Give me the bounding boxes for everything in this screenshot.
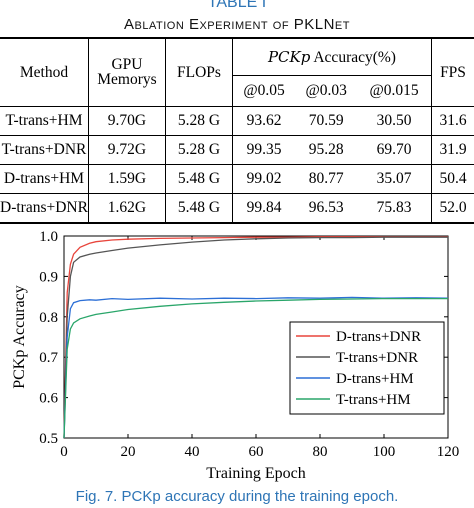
cell-fps: 31.9	[431, 135, 474, 165]
figure-caption: Fig. 7. PCKp accuracy during the trainin…	[75, 488, 399, 505]
accuracy-chart-svg: 0 20 40 60 80 100 120 0.5 0.6 0.7 0.8 0.9 1.0 Trainin…	[11, 229, 460, 482]
cell-gpu: 1.59G	[87, 164, 166, 194]
cell-method: D-trans+HM	[0, 164, 89, 194]
header-method: Method	[0, 37, 89, 107]
cell-flops: 5.28 G	[164, 106, 233, 136]
series-line-1	[63, 236, 448, 439]
cell-gpu: 9.70G	[87, 106, 166, 136]
header-gpu-line2: Memorys	[97, 71, 157, 88]
cell-fps: 52.0	[431, 193, 474, 223]
x-tick-label: 80	[313, 444, 328, 460]
x-tick-label: 40	[185, 444, 200, 460]
y-tick-label: 1.0	[39, 229, 58, 245]
cell-acc-003: 95.28	[295, 135, 358, 165]
cell-gpu: 1.62G	[87, 193, 166, 223]
cell-acc-003: 80.77	[295, 164, 358, 194]
cell-acc-0015: 30.50	[357, 106, 432, 136]
cell-method: T-trans+HM	[0, 106, 89, 136]
accuracy-chart: 0 20 40 60 80 100 120 0.5 0.6 0.7 0.8 0.9 1.0 Trainin…	[0, 226, 474, 488]
y-axis-label: PCKp Accuracy	[11, 285, 28, 389]
cell-flops: 5.28 G	[164, 135, 233, 165]
legend-label: T-trans+DNR	[336, 350, 418, 366]
header-threshold: @0.03	[305, 82, 347, 99]
y-tick-label: 0.9	[39, 269, 58, 285]
x-axis-label: Training Epoch	[206, 465, 305, 482]
x-tick-label: 100	[373, 444, 396, 460]
x-tick-label: 60	[249, 444, 264, 460]
series-line-3	[63, 296, 449, 439]
table-label: TABLE I	[207, 0, 267, 11]
cell-acc-003: 96.53	[295, 193, 358, 223]
legend-label: D-trans+HM	[336, 371, 414, 387]
table-title: Ablation Experiment of PKLNet	[124, 16, 350, 33]
legend-label: D-trans+DNR	[336, 329, 421, 345]
header-gpu-line1: GPU	[111, 56, 143, 73]
y-tick-label: 0.5	[39, 431, 58, 447]
header-threshold: @0.05	[231, 75, 296, 107]
cell-fps: 31.6	[431, 106, 474, 136]
x-tick-label: 0	[60, 444, 68, 460]
cell-acc-0015: 69.70	[357, 135, 432, 165]
y-tick-label: 0.7	[39, 350, 58, 366]
cell-flops: 5.48 G	[164, 193, 233, 223]
cell-gpu: 9.72G	[87, 135, 166, 165]
x-tick-label: 120	[437, 444, 460, 460]
header-threshold: @0.015	[369, 82, 419, 99]
series-line-4	[63, 297, 448, 439]
header-accuracy: PCKp Accuracy(%)	[231, 37, 432, 76]
cell-method: T-trans+DNR	[0, 135, 89, 165]
cell-acc-005: 99.84	[231, 193, 296, 223]
cell-acc-005: 99.35	[231, 135, 296, 165]
cell-acc-005: 99.02	[231, 164, 296, 194]
cell-acc-0015: 35.07	[357, 164, 432, 194]
cell-acc-0015: 75.83	[357, 193, 432, 223]
y-tick-label: 0.8	[39, 310, 58, 326]
header-fps: FPS	[431, 37, 474, 107]
header-gpu: GPU Memorys	[87, 37, 166, 107]
cell-flops: 5.48 G	[164, 164, 233, 194]
y-tick-label: 0.6	[39, 391, 58, 407]
legend-label: T-trans+HM	[336, 392, 411, 408]
header-flops: FLOPs	[164, 37, 233, 107]
header-accuracy-text: Accuracy(%)	[310, 48, 396, 66]
cell-fps: 50.4	[431, 164, 474, 194]
header-accuracy-math: PCKp	[267, 47, 311, 66]
series-line-2	[63, 236, 448, 439]
ablation-table: Method GPU Memorys FLOPs PCKp Accuracy(%…	[0, 37, 474, 224]
cell-acc-005: 93.62	[231, 106, 296, 136]
cell-method: D-trans+DNR	[0, 193, 89, 223]
cell-acc-003: 70.59	[295, 106, 358, 136]
x-tick-label: 20	[121, 444, 136, 460]
